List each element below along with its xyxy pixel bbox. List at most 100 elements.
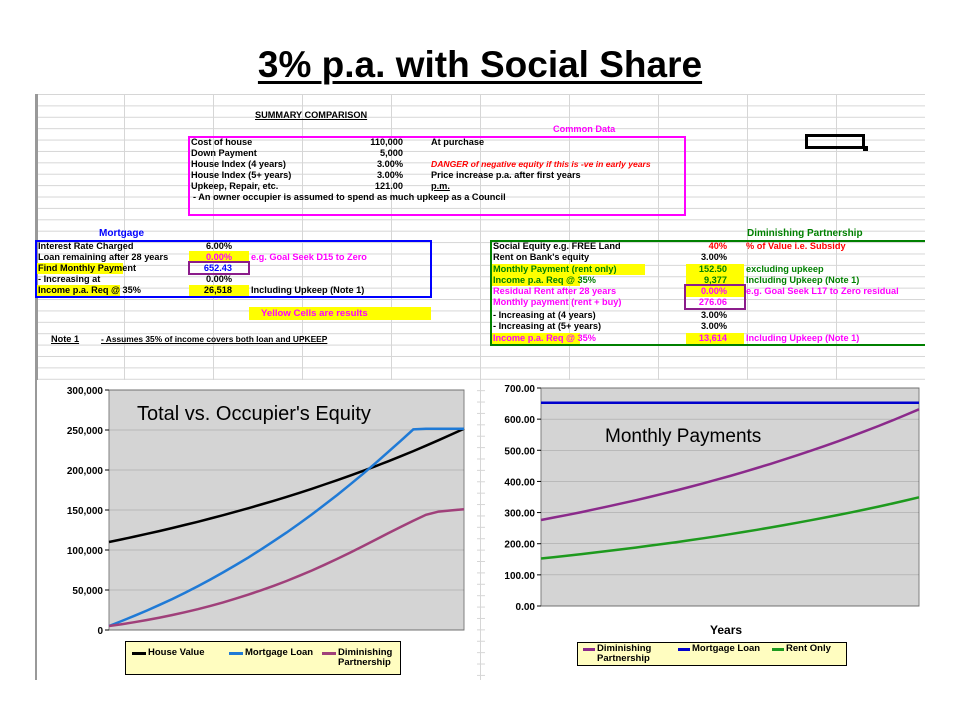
common-cell-label[interactable]: Upkeep, Repair, etc.	[191, 181, 279, 191]
y-tick-label: 500.00	[504, 446, 535, 457]
partnership-bottom-border	[490, 344, 925, 346]
monthly-payment-value[interactable]: 652.43	[203, 263, 232, 273]
mortgage-cell-label[interactable]: Loan remaining after 28 years	[38, 252, 169, 262]
partnership-cell-value[interactable]: 276.06	[698, 297, 727, 307]
chart-layer: 0 50,000 100,000 150,000 200,000 250,000 300,0…	[67, 386, 465, 637]
partnership-cell-label[interactable]: Monthly Payment (rent only)	[493, 264, 617, 274]
legend-swatch	[583, 648, 595, 651]
mortgage-box	[35, 240, 432, 298]
legend-swatch	[322, 652, 336, 655]
partnership-cell-value[interactable]: 3.00%	[700, 321, 727, 331]
partnership-cell-note[interactable]: e.g. Goal Seek L17 to Zero residual	[746, 286, 899, 296]
payments-chart-svg: 0.00 100.00 200.00 300.00 400.00 500.00 600.00…	[504, 384, 920, 637]
danger-note[interactable]: DANGER of negative equity if this is -ve…	[431, 159, 651, 169]
equity-chart-svg: 0 50,000 100,000 150,000 200,000 250,000 300,0…	[67, 386, 465, 637]
legend-swatch	[772, 648, 784, 651]
legend-swatch	[678, 648, 690, 651]
partnership-cell-note[interactable]: % of Value i.e. Subsidy	[746, 241, 846, 251]
partnership-cell-label[interactable]: - Increasing at (4 years)	[493, 310, 596, 320]
common-data-header: Common Data	[553, 124, 616, 134]
partnership-top-border	[490, 240, 925, 242]
goal-seek-note[interactable]: e.g. Goal Seek D15 to Zero	[251, 252, 367, 262]
common-cell-label[interactable]: House Index (4 years)	[191, 159, 286, 169]
series-line	[108, 427, 464, 628]
partnership-highlight	[686, 264, 744, 275]
y-tick-label: 200,000	[67, 466, 104, 477]
partnership-cell-value[interactable]: 3.00%	[700, 310, 727, 320]
mortgage-cell-note[interactable]: Including Upkeep (Note 1)	[251, 285, 365, 295]
series-line	[540, 496, 920, 560]
legend-swatch	[132, 652, 146, 655]
partnership-cell-value[interactable]: 3.00%	[700, 252, 727, 262]
mortgage-cell-value[interactable]: 0.00%	[205, 252, 232, 262]
payments-chart[interactable]: 0.00 100.00 200.00 300.00 400.00 500.00 600.00…	[485, 380, 925, 680]
partnership-cell-note[interactable]: excluding upkeep	[746, 264, 824, 274]
common-cell-value[interactable]: 3.00%	[376, 170, 403, 180]
common-cell-note[interactable]: At purchase	[431, 137, 485, 147]
x-axis-label: Years	[710, 623, 742, 637]
row-header-strip	[35, 94, 38, 680]
mortgage-cell-label[interactable]: Find Monthly Payment	[38, 263, 137, 273]
partnership-cell-label[interactable]: Monthly payment (rent + buy)	[493, 297, 622, 307]
yellow-note-cell	[249, 307, 431, 320]
partnership-cell-label[interactable]: Income p.a. Req @ 35%	[493, 275, 596, 285]
fill-handle[interactable]	[863, 146, 868, 151]
partnership-cell-label[interactable]: Social Equity e.g. FREE Land	[493, 241, 621, 251]
y-tick-label: 50,000	[72, 586, 103, 597]
y-tick-label: 700.00	[504, 384, 535, 395]
yellow-cells-note[interactable]: Yellow Cells are results	[261, 308, 368, 319]
chart-title: Monthly Payments	[605, 426, 761, 447]
common-cell-label[interactable]: House Index (5+ years)	[191, 170, 292, 180]
legend-label: Rent Only	[786, 643, 831, 654]
partnership-cell-label[interactable]: - Increasing at (5+ years)	[493, 321, 602, 331]
mortgage-header: Mortgage	[99, 228, 144, 239]
common-cell-value[interactable]: 121.00	[374, 181, 403, 191]
legend-swatch	[229, 652, 243, 655]
plot-area	[108, 389, 465, 631]
partnership-header: Diminishing Partnership	[747, 228, 863, 239]
common-cell-value[interactable]: 110,000	[370, 137, 403, 147]
chart-layer: 0.00 100.00 200.00 300.00 400.00 500.00 600.00…	[504, 384, 920, 637]
mortgage-cell-value[interactable]: 26,518	[203, 285, 232, 295]
partnership-cell-value[interactable]: 9,377	[704, 275, 727, 285]
summary-title: SUMMARY COMPARISON	[255, 110, 368, 120]
partnership-cell-label[interactable]: Residual Rent after 28 years	[493, 286, 617, 296]
partnership-cell-label[interactable]: Income p.a. Req @ 35%	[493, 333, 596, 343]
mortgage-cell-label[interactable]: - Increasing at	[38, 274, 101, 284]
partnership-cell-value[interactable]: 152.50	[698, 264, 727, 274]
partnership-cell-value[interactable]: 40%	[708, 241, 727, 251]
legend-label: House Value	[148, 647, 205, 658]
mortgage-cell-label[interactable]: Income p.a. Req @ 35%	[38, 285, 141, 295]
common-cell-note[interactable]: p.m.	[431, 181, 450, 191]
slide-title: 3% p.a. with Social Share	[257, 44, 703, 85]
selected-cell[interactable]	[805, 134, 865, 149]
partnership-highlight	[492, 264, 645, 275]
mortgage-cell-value[interactable]: 6.00%	[205, 241, 232, 251]
y-tick-label: 300.00	[504, 509, 535, 520]
partnership-cell-value[interactable]: 0.00%	[700, 286, 727, 296]
chart-title: Total vs. Occupier's Equity	[137, 403, 371, 425]
common-cell-value[interactable]: 5,000	[380, 148, 403, 158]
partnership-highlight	[686, 333, 744, 344]
common-cell-note[interactable]: Price increase p.a. after first years	[431, 170, 581, 180]
partnership-left-border	[490, 240, 492, 346]
partnership-cell-label[interactable]: Rent on Bank's equity	[493, 252, 590, 262]
partnership-cell-note[interactable]: Including Upkeep (Note 1)	[746, 275, 860, 285]
note1-label: Note 1	[51, 334, 80, 344]
mortgage-cell-label[interactable]: Interest Rate Charged	[38, 241, 134, 251]
mortgage-cell-value[interactable]: 0.00%	[205, 274, 232, 284]
plot-area	[540, 387, 920, 607]
equity-chart-legend: House Value Mortgage Loan Diminishing Pa…	[125, 641, 401, 675]
income-value-highlight	[189, 285, 249, 296]
series-line	[540, 408, 920, 522]
common-cell-label[interactable]: Down Payment	[191, 148, 257, 158]
equity-chart[interactable]: 0 50,000 100,000 150,000 200,000 250,000 300,0…	[37, 380, 477, 680]
common-data-box	[188, 136, 686, 216]
partnership-cell-value[interactable]: 13,614	[698, 333, 727, 343]
common-cell-label[interactable]: Cost of house	[191, 137, 253, 147]
common-footnote: - An owner occupier is assumed to spend …	[193, 192, 506, 202]
partnership-cell-note[interactable]: Including Upkeep (Note 1)	[746, 333, 860, 343]
payment-cell-box	[188, 261, 250, 275]
y-tick-label: 100,000	[67, 546, 104, 557]
common-cell-value[interactable]: 3.00%	[376, 159, 403, 169]
